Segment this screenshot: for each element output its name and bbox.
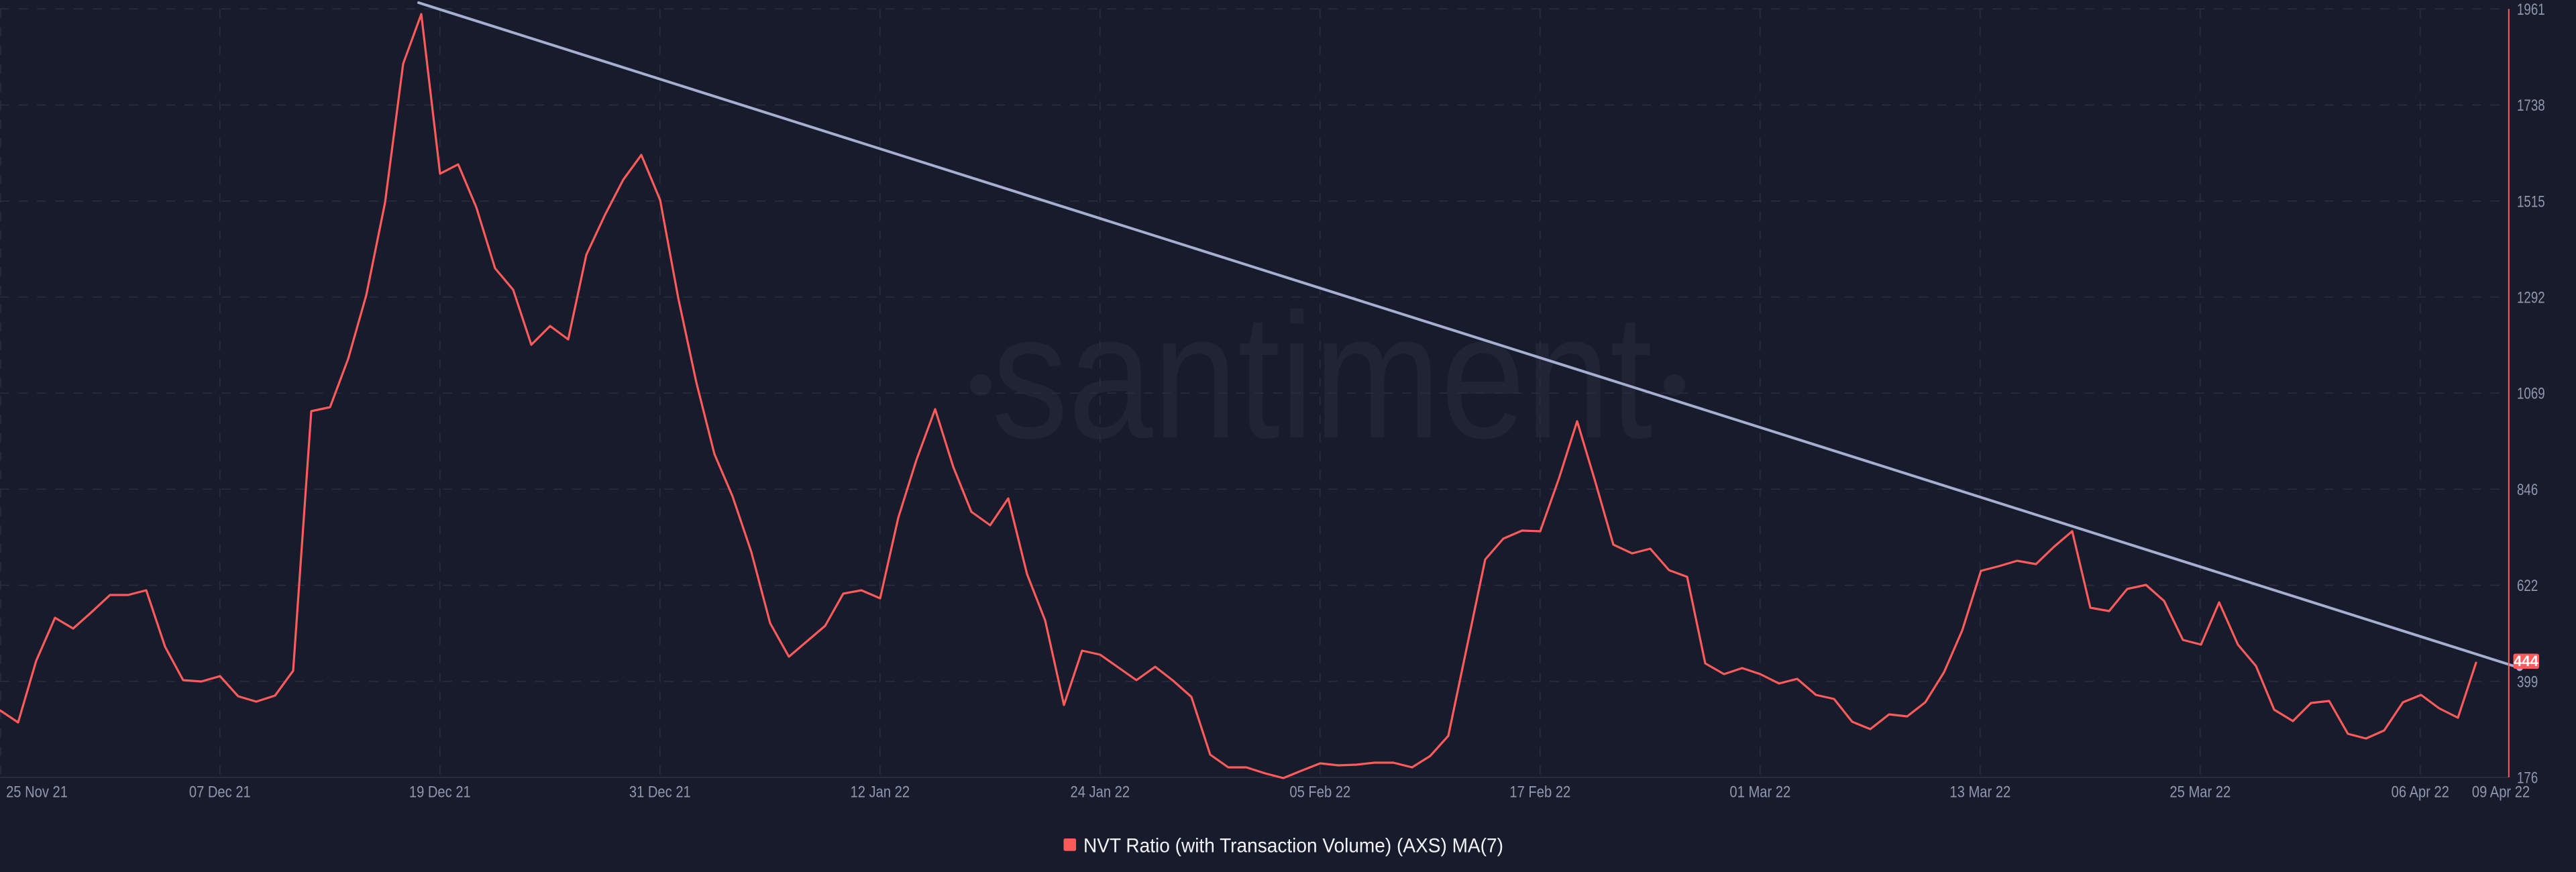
svg-text:1292: 1292: [2517, 288, 2545, 307]
svg-text:santiment: santiment: [992, 278, 1653, 476]
svg-text:622: 622: [2517, 577, 2538, 595]
svg-text:444: 444: [2514, 653, 2538, 669]
svg-text:17 Feb 22: 17 Feb 22: [1509, 783, 1570, 801]
svg-text:09 Apr 22: 09 Apr 22: [2472, 783, 2530, 801]
svg-text:31 Dec 21: 31 Dec 21: [629, 783, 691, 801]
svg-text:1515: 1515: [2517, 193, 2545, 211]
svg-text:19 Dec 21: 19 Dec 21: [409, 783, 471, 801]
svg-text:176: 176: [2517, 769, 2538, 787]
svg-text:1738: 1738: [2517, 97, 2545, 115]
svg-text:25 Mar 22: 25 Mar 22: [2169, 783, 2231, 801]
svg-text:05 Feb 22: 05 Feb 22: [1289, 783, 1350, 801]
svg-text:25 Nov 21: 25 Nov 21: [6, 783, 68, 801]
svg-text:13 Mar 22: 13 Mar 22: [1949, 783, 2010, 801]
svg-text:24 Jan 22: 24 Jan 22: [1071, 783, 1130, 801]
svg-text:399: 399: [2517, 673, 2538, 691]
svg-text:NVT Ratio (with Transaction Vo: NVT Ratio (with Transaction Volume) (AXS…: [1083, 835, 1503, 857]
svg-text:07 Dec 21: 07 Dec 21: [189, 783, 251, 801]
svg-text:01 Mar 22: 01 Mar 22: [1729, 783, 1790, 801]
svg-text:06 Apr 22: 06 Apr 22: [2392, 783, 2449, 801]
svg-text:846: 846: [2517, 481, 2538, 499]
svg-text:12 Jan 22: 12 Jan 22: [851, 783, 910, 801]
svg-text:1961: 1961: [2517, 1, 2545, 19]
svg-text:1069: 1069: [2517, 385, 2545, 403]
